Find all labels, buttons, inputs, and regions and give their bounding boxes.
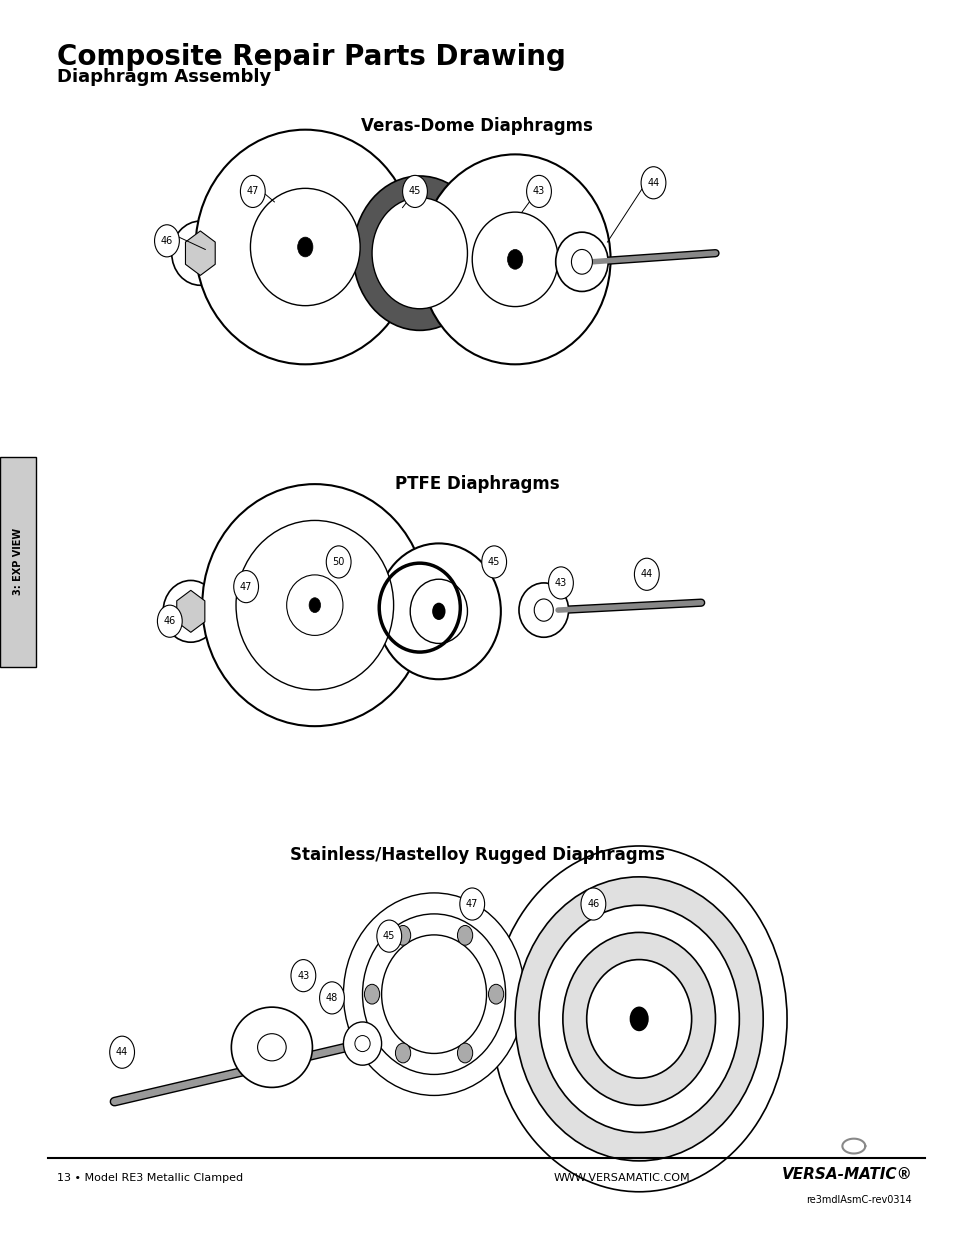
- Circle shape: [319, 982, 344, 1014]
- Circle shape: [376, 920, 401, 952]
- Ellipse shape: [355, 1035, 370, 1052]
- Circle shape: [309, 598, 320, 613]
- Ellipse shape: [250, 189, 360, 306]
- Text: 50: 50: [333, 557, 344, 567]
- Circle shape: [548, 567, 573, 599]
- Circle shape: [488, 984, 503, 1004]
- Text: 44: 44: [116, 1047, 128, 1057]
- Circle shape: [629, 1007, 648, 1031]
- Text: Stainless/Hastelloy Rugged Diaphragms: Stainless/Hastelloy Rugged Diaphragms: [290, 846, 663, 864]
- Circle shape: [402, 175, 427, 207]
- Circle shape: [233, 571, 258, 603]
- Text: VERSA-MATIC®: VERSA-MATIC®: [781, 1167, 912, 1182]
- Ellipse shape: [235, 520, 394, 690]
- Text: 46: 46: [164, 616, 175, 626]
- Ellipse shape: [372, 198, 467, 309]
- Circle shape: [395, 1044, 410, 1063]
- Text: 44: 44: [647, 178, 659, 188]
- Circle shape: [457, 925, 473, 945]
- Ellipse shape: [562, 932, 715, 1105]
- Circle shape: [395, 925, 411, 945]
- Text: 46: 46: [587, 899, 598, 909]
- Ellipse shape: [353, 175, 486, 330]
- Circle shape: [291, 960, 315, 992]
- Circle shape: [432, 603, 445, 620]
- Circle shape: [456, 1044, 472, 1063]
- Ellipse shape: [419, 154, 610, 364]
- Ellipse shape: [163, 580, 218, 642]
- Ellipse shape: [287, 574, 343, 636]
- Ellipse shape: [534, 599, 553, 621]
- Ellipse shape: [195, 130, 415, 364]
- Text: 43: 43: [297, 971, 309, 981]
- Text: 45: 45: [409, 186, 420, 196]
- Ellipse shape: [362, 914, 505, 1074]
- Text: re3mdlAsmC-rev0314: re3mdlAsmC-rev0314: [805, 1195, 911, 1205]
- Text: 47: 47: [240, 582, 252, 592]
- Ellipse shape: [538, 905, 739, 1132]
- Ellipse shape: [202, 484, 427, 726]
- Ellipse shape: [257, 1034, 286, 1061]
- Text: 45: 45: [488, 557, 499, 567]
- Circle shape: [157, 605, 182, 637]
- Circle shape: [326, 546, 351, 578]
- Text: Diaphragm Assembly: Diaphragm Assembly: [57, 68, 272, 86]
- Circle shape: [364, 984, 379, 1004]
- Ellipse shape: [515, 877, 762, 1161]
- Circle shape: [640, 167, 665, 199]
- Ellipse shape: [381, 935, 486, 1053]
- Text: 45: 45: [383, 931, 395, 941]
- Text: Composite Repair Parts Drawing: Composite Repair Parts Drawing: [57, 43, 565, 72]
- Ellipse shape: [586, 960, 691, 1078]
- Circle shape: [481, 546, 506, 578]
- Ellipse shape: [472, 212, 558, 306]
- Ellipse shape: [231, 1008, 312, 1088]
- Circle shape: [507, 249, 522, 269]
- Text: 44: 44: [640, 569, 652, 579]
- Ellipse shape: [376, 543, 500, 679]
- Text: 43: 43: [555, 578, 566, 588]
- Text: Veras-Dome Diaphragms: Veras-Dome Diaphragms: [360, 117, 593, 136]
- Text: 3: EXP VIEW: 3: EXP VIEW: [13, 529, 23, 595]
- Text: 47: 47: [466, 899, 477, 909]
- Text: 13 • Model RE3 Metallic Clamped: 13 • Model RE3 Metallic Clamped: [57, 1173, 243, 1183]
- Text: 48: 48: [326, 993, 337, 1003]
- Text: WWW.VERSAMATIC.COM: WWW.VERSAMATIC.COM: [553, 1173, 689, 1183]
- Ellipse shape: [491, 846, 786, 1192]
- Text: PTFE Diaphragms: PTFE Diaphragms: [395, 475, 558, 494]
- Circle shape: [526, 175, 551, 207]
- Circle shape: [459, 888, 484, 920]
- Text: 46: 46: [161, 236, 172, 246]
- Circle shape: [297, 237, 313, 257]
- Circle shape: [110, 1036, 134, 1068]
- Text: 43: 43: [533, 186, 544, 196]
- Ellipse shape: [518, 583, 568, 637]
- Ellipse shape: [555, 232, 608, 291]
- Circle shape: [154, 225, 179, 257]
- Ellipse shape: [410, 579, 467, 643]
- Circle shape: [634, 558, 659, 590]
- Ellipse shape: [571, 249, 592, 274]
- Text: 47: 47: [247, 186, 258, 196]
- Circle shape: [240, 175, 265, 207]
- Ellipse shape: [343, 1023, 381, 1065]
- Circle shape: [580, 888, 605, 920]
- Ellipse shape: [172, 221, 229, 285]
- Ellipse shape: [343, 893, 524, 1095]
- FancyBboxPatch shape: [0, 457, 36, 667]
